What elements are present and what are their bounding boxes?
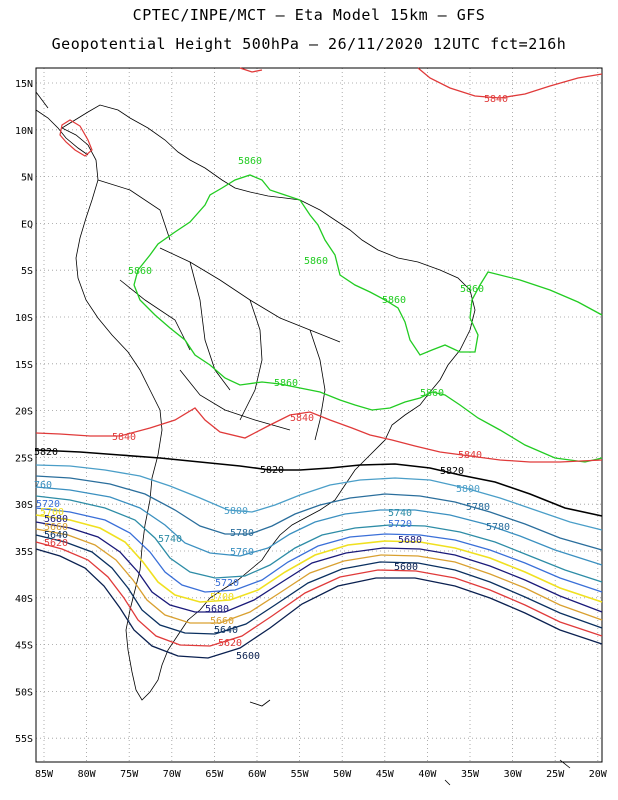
contour-label: 5800 bbox=[224, 506, 248, 517]
contour-label: 5780 bbox=[230, 528, 254, 539]
contour-label: 5600 bbox=[236, 651, 260, 662]
title-field: Geopotential Height 500hPa – 26/11/2020 … bbox=[51, 35, 567, 53]
lat-label: 15N bbox=[15, 79, 33, 90]
contour-5780 bbox=[35, 475, 603, 551]
contour-labels: 5840 5860 5860 5860 5860 5860 5860 5860 … bbox=[34, 94, 510, 662]
contour-5840-centralamerica bbox=[59, 119, 93, 157]
contour-label: 5640 bbox=[214, 625, 238, 636]
contour-label: 5660 bbox=[44, 522, 68, 533]
contour-label: 5820 bbox=[34, 447, 58, 458]
contour-5660 bbox=[35, 528, 603, 624]
lon-label: 55W bbox=[291, 769, 310, 780]
lon-label: 75W bbox=[120, 769, 139, 780]
contour-label: 5680 bbox=[398, 535, 422, 546]
lat-label: 55S bbox=[15, 734, 33, 745]
contour-5620 bbox=[35, 541, 603, 647]
lat-label: 5S bbox=[21, 266, 33, 277]
contour-5800 bbox=[35, 464, 603, 531]
south-america-coast bbox=[61, 104, 476, 701]
map-frame bbox=[35, 67, 603, 763]
contour-label: 5840 bbox=[112, 432, 136, 443]
contour-label: 5840 bbox=[484, 94, 508, 105]
contour-label: 5820 bbox=[440, 466, 464, 477]
contour-label: 5820 bbox=[260, 465, 284, 476]
contour-label: 5620 bbox=[218, 638, 242, 649]
lon-label: 80W bbox=[78, 769, 97, 780]
contour-5860-north bbox=[133, 174, 603, 356]
contour-5820 bbox=[35, 449, 603, 517]
contour-label: 5840 bbox=[290, 413, 314, 424]
contour-5740 bbox=[35, 495, 603, 583]
lon-label: 65W bbox=[205, 769, 224, 780]
lon-label: 30W bbox=[504, 769, 523, 780]
lon-label: 40W bbox=[418, 769, 437, 780]
central-america bbox=[35, 91, 89, 156]
contour-5840-mid bbox=[35, 407, 603, 463]
contour-label: 5620 bbox=[44, 538, 68, 549]
lon-label: 25W bbox=[546, 769, 565, 780]
contour-label: 5860 bbox=[420, 388, 444, 399]
contour-label: 5800 bbox=[456, 484, 480, 495]
lon-label: 35W bbox=[461, 769, 480, 780]
lat-label: 30S bbox=[15, 500, 33, 511]
contour-label: 5860 bbox=[128, 266, 152, 277]
latitude-labels: 15N 10N 5N EQ 5S 10S 15S 20S 25S 30S 35S 40S 45S 50S 5… bbox=[15, 79, 33, 745]
contour-5720 bbox=[35, 507, 603, 593]
contour-label: 5660 bbox=[210, 616, 234, 627]
country-borders bbox=[97, 179, 341, 441]
lat-label: 20S bbox=[15, 407, 33, 418]
contour-label: 5760 bbox=[230, 547, 254, 558]
contour-label: 5680 bbox=[44, 514, 68, 525]
contour-label: 5860 bbox=[460, 284, 484, 295]
contour-label: 5740 bbox=[158, 534, 182, 545]
contour-5700 bbox=[35, 514, 603, 603]
lon-label: 50W bbox=[333, 769, 352, 780]
contour-5760 bbox=[35, 486, 603, 566]
contour-label: 5860 bbox=[304, 256, 328, 267]
continent-outlines bbox=[35, 91, 571, 786]
longitude-labels: 85W 80W 75W 70W 65W 60W 55W 50W 45W 40W 35W 30W 25W 2… bbox=[35, 769, 608, 780]
contour-5840-north bbox=[417, 67, 603, 99]
title-model: CPTEC/INPE/MCT – Eta Model 15km – GFS bbox=[132, 6, 486, 24]
contour-label: 5740 bbox=[388, 508, 412, 519]
lat-label: 45S bbox=[15, 641, 33, 652]
contour-5680 bbox=[35, 521, 603, 613]
lon-label: 60W bbox=[248, 769, 267, 780]
islands bbox=[249, 699, 571, 786]
contour-5640 bbox=[35, 534, 603, 635]
lon-label: 85W bbox=[35, 769, 54, 780]
contour-label: 5640 bbox=[44, 530, 68, 541]
lat-label: 40S bbox=[15, 594, 33, 605]
lon-label: 70W bbox=[163, 769, 182, 780]
lat-label: 15S bbox=[15, 360, 33, 371]
lat-label: EQ bbox=[21, 219, 33, 230]
contour-label: 5720 bbox=[36, 499, 60, 510]
lat-label: 5N bbox=[21, 173, 33, 184]
lat-label: 35S bbox=[15, 547, 33, 558]
lat-label: 10S bbox=[15, 313, 33, 324]
contour-5840-top bbox=[239, 67, 263, 73]
contour-5600 bbox=[35, 548, 603, 659]
contour-label: 5720 bbox=[215, 578, 239, 589]
contour-label: 760 bbox=[34, 480, 52, 491]
lon-label: 45W bbox=[376, 769, 395, 780]
contour-label: 5860 bbox=[274, 378, 298, 389]
contour-label: 5860 bbox=[382, 295, 406, 306]
contour-label: 5600 bbox=[394, 562, 418, 573]
contour-5860-south bbox=[133, 284, 603, 463]
contour-label: 5700 bbox=[210, 592, 234, 603]
contour-label: 5780 bbox=[486, 522, 510, 533]
lat-label: 25S bbox=[15, 453, 33, 464]
contour-label: 5720 bbox=[388, 519, 412, 530]
lon-label: 20W bbox=[589, 769, 608, 780]
lat-label: 50S bbox=[15, 687, 33, 698]
contour-label: 5680 bbox=[205, 604, 229, 615]
contour-label: 5780 bbox=[466, 502, 490, 513]
lat-label: 10N bbox=[15, 126, 33, 137]
contour-label: 5860 bbox=[238, 156, 262, 167]
contour-label: 5700 bbox=[40, 507, 64, 518]
contour-label: 5840 bbox=[458, 450, 482, 461]
